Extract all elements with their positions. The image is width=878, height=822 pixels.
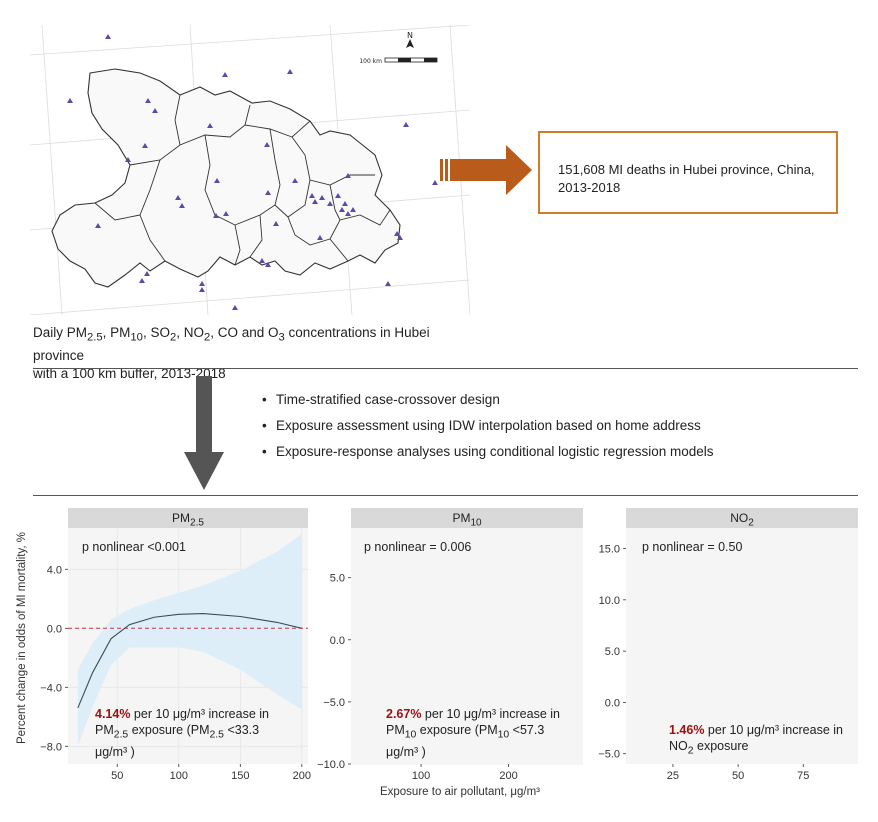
y-tick-label-no2: 0.0 bbox=[605, 697, 620, 709]
annotation-pm25: 4.14% per 10 μg/m³ increase in PM2.5 exp… bbox=[95, 707, 269, 759]
panel-title-pm25: PM2.5 bbox=[68, 508, 308, 528]
north-label: N bbox=[407, 31, 413, 40]
hubei-map: N 100 km bbox=[30, 25, 470, 315]
x-tick-label-no2: 50 bbox=[732, 770, 744, 782]
exposure-response-curve-pm25 bbox=[77, 612, 302, 709]
y-tick-label-pm25: −8.0 bbox=[40, 741, 62, 753]
ci-band-pm25 bbox=[77, 533, 302, 747]
y-tick-label-pm10: 0.0 bbox=[330, 635, 345, 647]
y-tick-label-no2: 15.0 bbox=[599, 544, 620, 556]
x-tick-label-no2: 25 bbox=[667, 770, 679, 782]
map-caption-line1: Daily PM2.5, PM10, SO2, NO2, CO and O3 c… bbox=[33, 325, 430, 363]
scale-label: 100 km bbox=[359, 58, 382, 65]
y-tick-label-pm25: 0.0 bbox=[47, 623, 62, 635]
p-nonlinear-pm25: p nonlinear <0.001 bbox=[82, 540, 186, 554]
p-nonlinear-no2: p nonlinear = 0.50 bbox=[642, 540, 743, 554]
y-tick-label-pm25: −4.0 bbox=[40, 682, 62, 694]
right-arrow-icon bbox=[440, 145, 532, 195]
y-tick-label-pm25: 4.0 bbox=[47, 564, 62, 576]
x-tick-label-pm25: 50 bbox=[111, 770, 123, 782]
x-tick-label-pm25: 150 bbox=[231, 770, 249, 782]
annotation-pm10: 2.67% per 10 μg/m³ increase in PM10 expo… bbox=[386, 707, 560, 759]
down-arrow-icon bbox=[184, 376, 224, 490]
hubei-province-outline bbox=[51, 68, 401, 288]
north-arrow-icon: N bbox=[406, 31, 414, 48]
y-tick-label-pm10: −10.0 bbox=[317, 759, 345, 771]
bullet-item: • Exposure-response analyses using condit… bbox=[262, 444, 714, 459]
result-line1: 151,608 MI deaths in Hubei province, Chi… bbox=[558, 162, 815, 177]
result-line2: 2013-2018 bbox=[558, 180, 621, 195]
effect-estimate-pm25: 4.14% bbox=[95, 707, 131, 721]
y-tick-label-no2: −5.0 bbox=[598, 749, 620, 761]
x-axis-label: Exposure to air pollutant, μg/m³ bbox=[379, 786, 541, 798]
y-tick-label-no2: 5.0 bbox=[605, 646, 620, 658]
x-tick-label-pm25: 200 bbox=[293, 770, 311, 782]
bullet-item: • Exposure assessment using IDW interpola… bbox=[262, 418, 701, 433]
panel-title-pm10: PM10 bbox=[351, 508, 583, 528]
panel-title-no2: NO2 bbox=[626, 508, 858, 528]
effect-estimate-no2: 1.46% bbox=[669, 723, 705, 737]
annotation-no2: 1.46% per 10 μg/m³ increase in NO2 expos… bbox=[669, 723, 843, 757]
map-caption: Daily PM2.5, PM10, SO2, NO2, CO and O3 c… bbox=[33, 324, 473, 383]
divider-top bbox=[33, 368, 858, 369]
result-box: 151,608 MI deaths in Hubei province, Chi… bbox=[538, 131, 838, 214]
y-tick-label-no2: 10.0 bbox=[599, 595, 620, 607]
panel-bg-no2 bbox=[626, 528, 858, 764]
x-tick-label-pm25: 100 bbox=[170, 770, 188, 782]
panel-bg-pm10 bbox=[351, 528, 583, 764]
x-tick-label-pm10: 100 bbox=[412, 770, 430, 782]
x-tick-label-no2: 75 bbox=[797, 770, 809, 782]
effect-estimate-pm10: 2.67% bbox=[386, 707, 422, 721]
x-tick-label-pm10: 200 bbox=[499, 770, 517, 782]
method-bullets: • Time-stratified case-crossover design •… bbox=[262, 391, 713, 469]
map-caption-line2: with a 100 km buffer, 2013-2018 bbox=[33, 365, 226, 381]
monitoring-stations bbox=[67, 34, 438, 310]
bullet-item: • Time-stratified case-crossover design bbox=[262, 392, 500, 407]
p-nonlinear-pm10: p nonlinear = 0.006 bbox=[364, 540, 472, 554]
divider-bottom bbox=[33, 495, 858, 496]
scale-bar: 100 km bbox=[359, 57, 438, 65]
y-tick-label-pm10: 5.0 bbox=[330, 573, 345, 585]
y-tick-label-pm10: −5.0 bbox=[323, 697, 345, 709]
